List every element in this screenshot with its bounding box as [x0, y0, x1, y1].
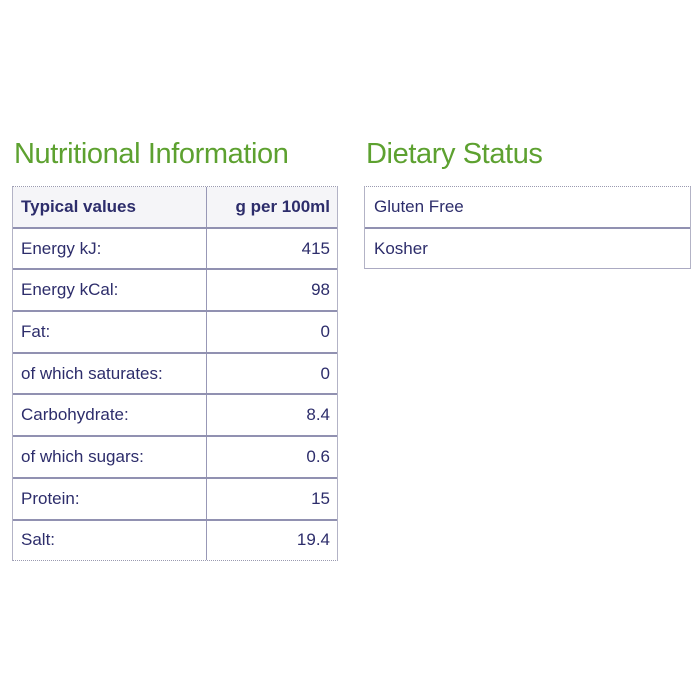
table-row-energy-kj: Energy kJ: 415: [13, 228, 337, 271]
column-header-g-per-100ml: g per 100ml: [206, 187, 337, 227]
dietary-row-kosher: Kosher: [365, 229, 690, 269]
nutrition-heading: Nutritional Information: [14, 138, 289, 170]
row-label: Energy kJ:: [21, 238, 102, 258]
column-header-typical-values: Typical values: [21, 196, 136, 216]
row-label: of which saturates:: [21, 363, 163, 383]
table-row-fat: Fat: 0: [13, 312, 337, 354]
table-row-carbohydrate: Carbohydrate: 8.4: [13, 395, 337, 438]
row-label: Carbohydrate:: [21, 405, 129, 425]
table-row-energy-kcal: Energy kCal: 98: [13, 270, 337, 313]
row-value: 0: [206, 312, 337, 352]
dietary-status-heading: Dietary Status: [366, 138, 543, 170]
row-value: 415: [206, 228, 337, 269]
dietary-status-table: Gluten Free Kosher: [364, 186, 691, 270]
row-value: 0: [206, 353, 337, 394]
nutrition-table: Typical values g per 100ml Energy kJ: 41…: [12, 186, 338, 562]
row-label: Salt:: [21, 530, 56, 550]
nutrition-table-header-row: Typical values g per 100ml: [13, 187, 337, 229]
table-row-saturates: of which saturates: 0: [13, 353, 337, 396]
row-value: 15: [206, 478, 337, 519]
nutrition-section: Nutritional Information Typical values g…: [12, 138, 338, 562]
table-row-salt: Salt: 19.4: [13, 520, 337, 561]
row-value: 8.4: [206, 395, 337, 436]
table-row-sugars: of which sugars: 0.6: [13, 437, 337, 479]
row-value: 98: [206, 270, 337, 311]
row-label: Fat:: [21, 321, 51, 341]
table-row-protein: Protein: 15: [13, 478, 337, 521]
dietary-label: Kosher: [374, 238, 428, 258]
row-label: of which sugars:: [21, 446, 144, 466]
dietary-label: Gluten Free: [374, 196, 464, 216]
dietary-row-gluten-free: Gluten Free: [365, 187, 690, 229]
row-label: Protein:: [21, 488, 80, 508]
row-label: Energy kCal:: [21, 280, 119, 300]
dietary-status-section: Dietary Status Gluten Free Kosher: [364, 138, 691, 270]
row-value: 0.6: [206, 437, 337, 477]
row-value: 19.4: [206, 520, 337, 561]
